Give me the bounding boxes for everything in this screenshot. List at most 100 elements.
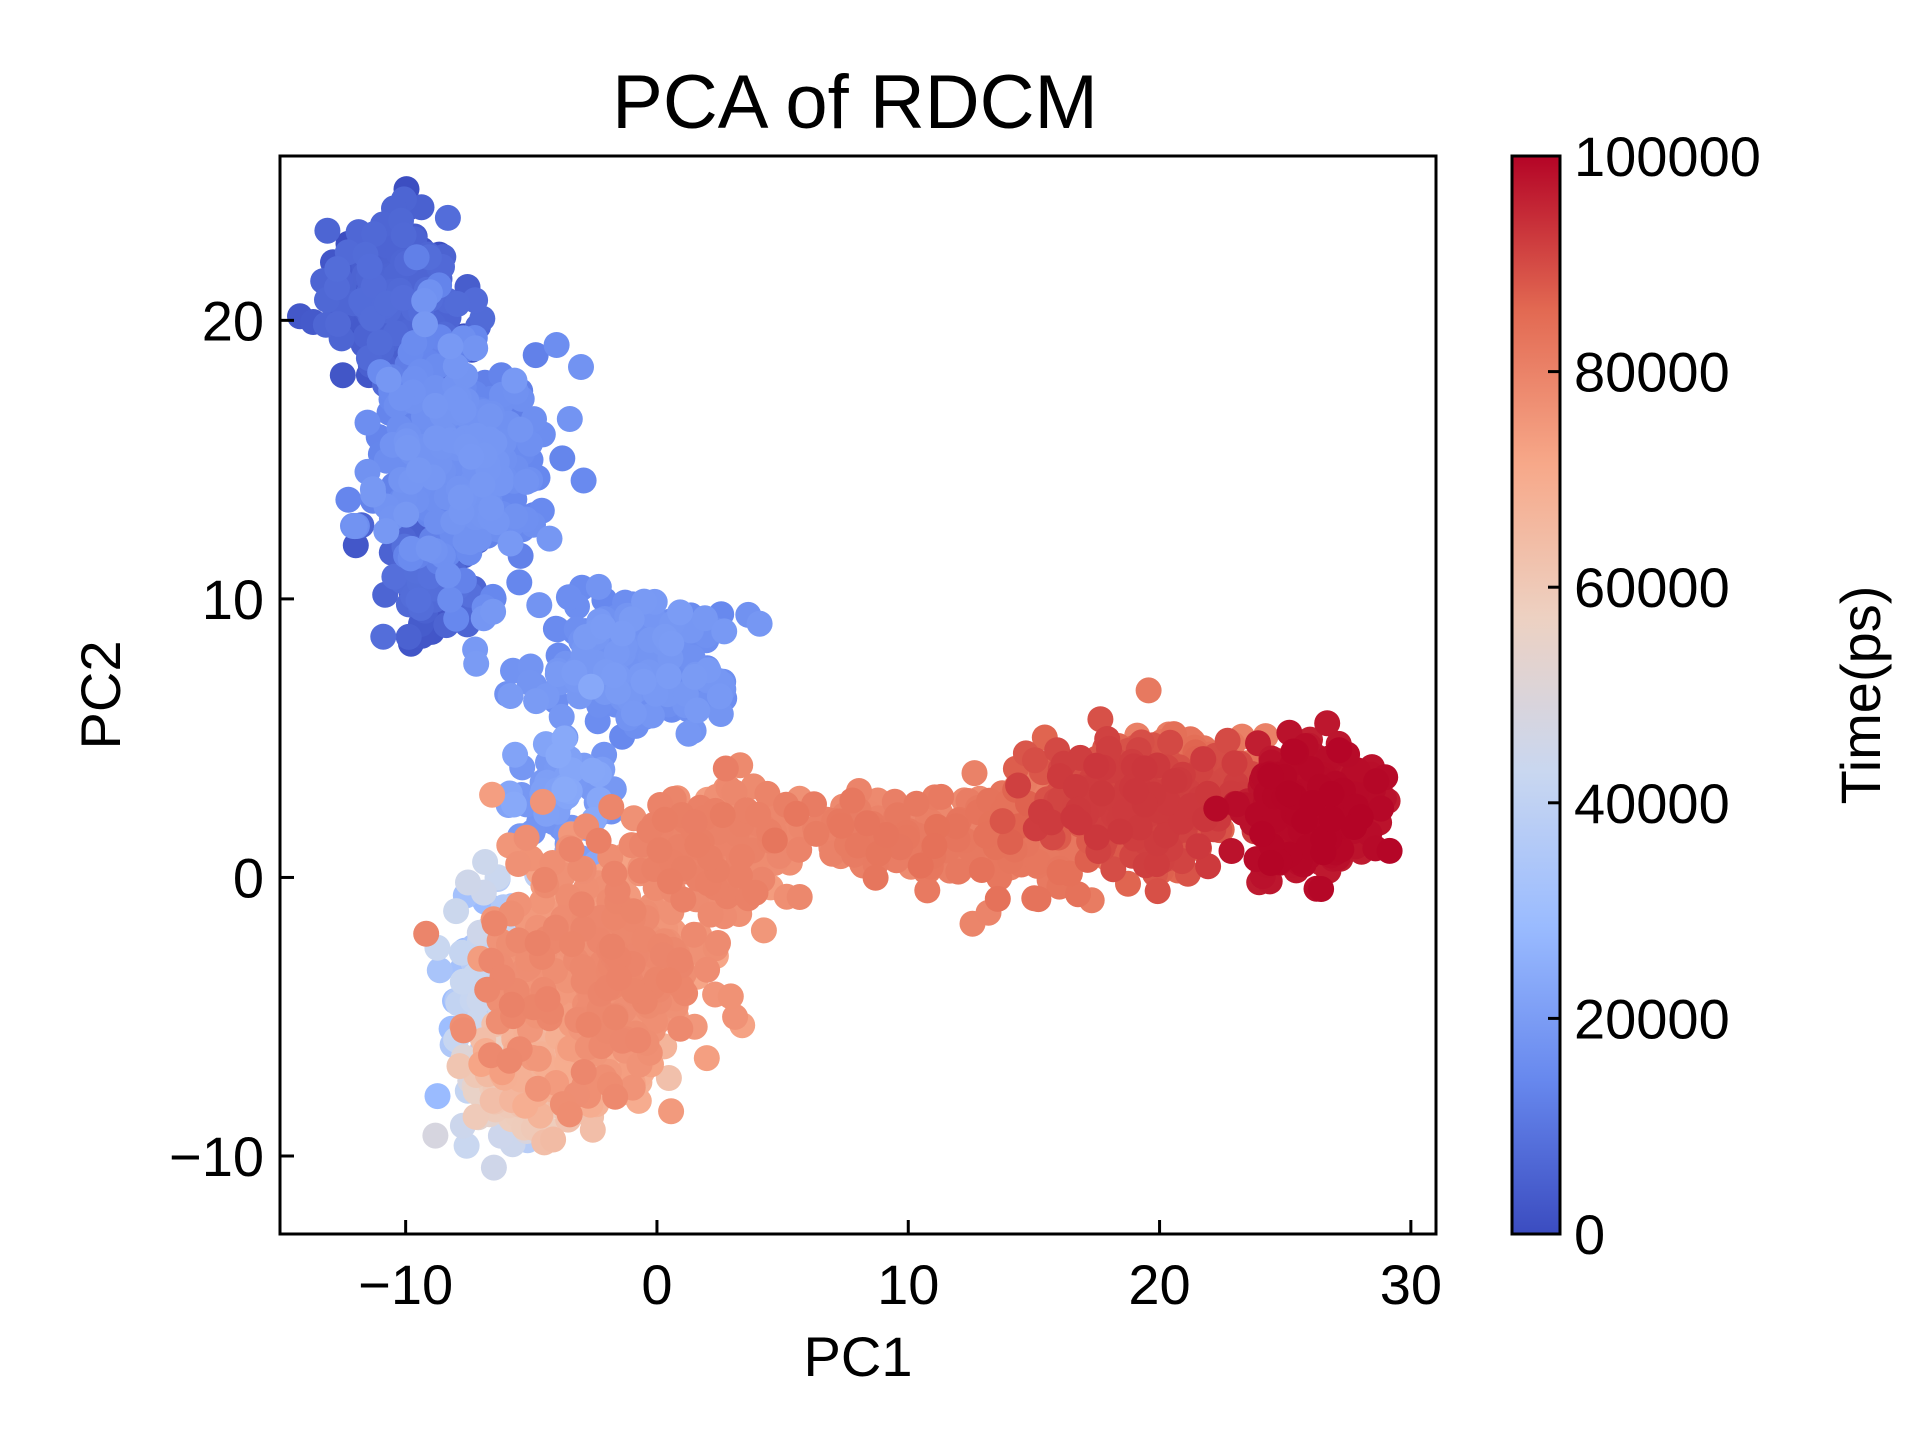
data-point [599, 933, 626, 960]
data-point [502, 741, 529, 768]
data-point [437, 586, 464, 613]
data-point [1087, 706, 1114, 733]
data-point [1062, 774, 1089, 800]
data-point [446, 1053, 473, 1080]
data-point [761, 827, 788, 854]
data-point [844, 832, 871, 859]
data-point [570, 1059, 597, 1085]
data-point [403, 244, 430, 271]
data-point [989, 808, 1016, 835]
data-point [675, 720, 702, 747]
data-point [579, 1116, 606, 1143]
data-point [354, 409, 381, 436]
data-point [453, 1132, 480, 1159]
colorbar-gradient [1510, 154, 1562, 1236]
data-point [413, 920, 440, 947]
data-point [1083, 824, 1110, 851]
data-point [477, 403, 504, 430]
data-point [646, 837, 673, 864]
data-point [667, 1015, 694, 1042]
data-point [1107, 818, 1134, 845]
data-point [1083, 752, 1110, 779]
data-point [1100, 856, 1127, 883]
data-point [746, 610, 773, 637]
data-point [480, 1154, 507, 1181]
colorbar-label: Time(ps) [1829, 586, 1892, 805]
data-point [921, 833, 948, 859]
data-point [551, 776, 578, 803]
x-axis-label: PC1 [804, 1325, 913, 1388]
data-point [1005, 772, 1032, 799]
data-point [463, 650, 490, 677]
data-point [598, 794, 625, 820]
data-point [709, 802, 736, 828]
data-point [424, 1083, 451, 1110]
x-tick-label: −10 [358, 1253, 453, 1316]
x-axis: −10 0 10 20 30 [358, 1220, 1442, 1316]
colorbar: 0 20000 40000 60000 80000 100000 Time(ps) [1510, 125, 1892, 1266]
data-point [750, 917, 777, 944]
data-point [1326, 737, 1353, 764]
colorbar-tick-label: 0 [1574, 1203, 1605, 1266]
data-point [681, 663, 708, 690]
data-point [961, 760, 988, 787]
data-point [1314, 710, 1341, 737]
data-point [559, 931, 585, 958]
data-point [828, 812, 855, 839]
data-point [329, 362, 356, 389]
data-point [415, 535, 442, 562]
data-point [680, 921, 707, 948]
data-point [556, 406, 583, 432]
data-point [726, 862, 753, 889]
data-point [381, 563, 408, 590]
colorbar-tick-label: 40000 [1574, 772, 1730, 835]
y-tick-label: 0 [233, 846, 264, 909]
data-point [606, 964, 632, 991]
data-point [575, 1011, 602, 1038]
data-point [786, 836, 813, 863]
data-point [478, 495, 505, 522]
data-point [1046, 859, 1073, 886]
data-point [542, 914, 569, 941]
data-point [388, 385, 415, 411]
y-axis-label: PC2 [69, 641, 132, 750]
data-point [625, 1027, 652, 1054]
data-point [945, 858, 972, 885]
data-point [435, 562, 462, 589]
data-point [531, 866, 558, 893]
data-point [1126, 814, 1153, 841]
data-point [1318, 806, 1345, 833]
chart-title: PCA of RDCM [612, 60, 1098, 145]
data-point [684, 831, 711, 858]
data-point [325, 311, 351, 337]
data-point [862, 864, 889, 891]
data-point [655, 1065, 682, 1091]
data-point [706, 683, 733, 710]
data-point [1275, 780, 1302, 807]
data-point [914, 877, 941, 904]
data-point [361, 221, 387, 248]
data-point [1143, 851, 1170, 878]
y-tick-label: −10 [169, 1125, 264, 1188]
data-point [314, 217, 341, 244]
data-point [497, 530, 524, 557]
data-point [1221, 750, 1248, 777]
data-point [390, 284, 417, 311]
data-point [555, 584, 582, 611]
data-point [462, 335, 489, 362]
data-point [412, 311, 438, 338]
data-point [1144, 878, 1171, 905]
data-point [393, 501, 420, 528]
data-point [968, 857, 995, 883]
data-point [568, 354, 594, 380]
data-point [712, 755, 739, 782]
data-point [903, 790, 930, 817]
data-point [984, 885, 1011, 912]
data-point [705, 930, 731, 956]
data-point [526, 592, 553, 619]
data-point [457, 529, 484, 556]
scatter-points [287, 176, 1403, 1181]
data-point [534, 986, 561, 1013]
data-point [342, 532, 369, 559]
